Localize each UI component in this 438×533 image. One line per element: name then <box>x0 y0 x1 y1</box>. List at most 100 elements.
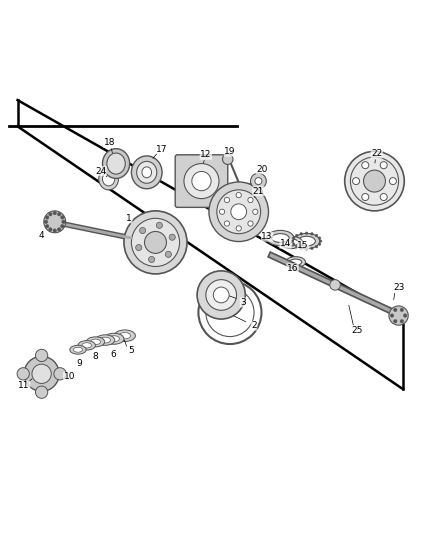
Circle shape <box>291 240 294 243</box>
Circle shape <box>319 240 322 243</box>
Circle shape <box>44 220 48 223</box>
Ellipse shape <box>131 156 162 189</box>
Ellipse shape <box>142 167 152 178</box>
Text: 12: 12 <box>200 150 212 159</box>
Circle shape <box>46 216 49 219</box>
Circle shape <box>305 232 308 235</box>
Text: 8: 8 <box>92 352 99 361</box>
Circle shape <box>131 219 180 266</box>
Circle shape <box>311 247 313 249</box>
Circle shape <box>35 349 48 361</box>
Circle shape <box>300 232 303 235</box>
Text: 19: 19 <box>224 147 236 156</box>
Ellipse shape <box>284 239 298 246</box>
Circle shape <box>315 245 318 248</box>
Circle shape <box>248 221 253 226</box>
Circle shape <box>241 183 263 205</box>
Circle shape <box>46 224 49 228</box>
Circle shape <box>389 177 396 184</box>
Circle shape <box>124 211 187 274</box>
Text: 9: 9 <box>77 359 83 368</box>
Circle shape <box>318 243 321 245</box>
Circle shape <box>300 247 303 249</box>
Ellipse shape <box>286 257 306 268</box>
Text: 23: 23 <box>393 283 404 292</box>
Circle shape <box>57 213 61 216</box>
Circle shape <box>400 319 404 323</box>
Circle shape <box>251 173 266 189</box>
Circle shape <box>380 161 387 168</box>
Ellipse shape <box>86 337 105 347</box>
Circle shape <box>292 237 295 239</box>
Ellipse shape <box>119 333 131 339</box>
Circle shape <box>17 368 29 380</box>
Text: 1: 1 <box>126 214 132 223</box>
Text: 22: 22 <box>371 149 382 158</box>
Circle shape <box>400 308 404 312</box>
Text: 5: 5 <box>128 346 134 355</box>
Ellipse shape <box>102 149 130 179</box>
Ellipse shape <box>293 233 320 249</box>
Circle shape <box>393 308 397 312</box>
Text: 10: 10 <box>64 373 75 382</box>
Text: 18: 18 <box>104 139 115 148</box>
Circle shape <box>315 234 318 237</box>
FancyBboxPatch shape <box>175 155 228 207</box>
Ellipse shape <box>104 333 124 344</box>
Circle shape <box>253 209 258 214</box>
Circle shape <box>236 192 241 198</box>
Text: 15: 15 <box>297 241 309 250</box>
Circle shape <box>255 177 262 184</box>
Ellipse shape <box>107 153 125 174</box>
Circle shape <box>156 222 162 229</box>
Circle shape <box>393 319 397 323</box>
Circle shape <box>224 221 230 226</box>
Circle shape <box>197 271 245 319</box>
Circle shape <box>223 154 233 165</box>
Text: 24: 24 <box>95 166 106 175</box>
Circle shape <box>231 204 247 220</box>
Ellipse shape <box>267 230 294 246</box>
Ellipse shape <box>100 337 110 343</box>
Circle shape <box>295 245 298 248</box>
Circle shape <box>362 193 369 200</box>
Circle shape <box>209 182 268 241</box>
Ellipse shape <box>90 339 101 345</box>
Circle shape <box>292 243 295 245</box>
Text: 25: 25 <box>351 326 363 335</box>
Text: 11: 11 <box>18 381 30 390</box>
Circle shape <box>305 248 308 251</box>
Circle shape <box>236 226 241 231</box>
Circle shape <box>60 216 64 219</box>
Circle shape <box>24 356 59 391</box>
Ellipse shape <box>74 347 82 352</box>
Text: 13: 13 <box>261 232 273 241</box>
Ellipse shape <box>82 343 92 348</box>
Text: 6: 6 <box>110 351 116 359</box>
Circle shape <box>60 224 64 228</box>
Circle shape <box>247 189 257 199</box>
Circle shape <box>330 280 340 290</box>
Text: 21: 21 <box>253 187 264 196</box>
Circle shape <box>206 280 237 310</box>
Text: 4: 4 <box>39 231 44 240</box>
Circle shape <box>140 228 146 233</box>
Circle shape <box>49 213 52 216</box>
Circle shape <box>362 161 369 168</box>
Circle shape <box>364 170 385 192</box>
Ellipse shape <box>298 236 315 246</box>
Circle shape <box>403 314 407 317</box>
Circle shape <box>136 245 142 251</box>
Ellipse shape <box>78 341 95 350</box>
Text: 3: 3 <box>240 298 246 307</box>
Circle shape <box>345 151 404 211</box>
Text: 17: 17 <box>156 144 168 154</box>
Circle shape <box>32 364 51 383</box>
Ellipse shape <box>290 259 302 265</box>
Text: 2: 2 <box>251 321 257 330</box>
Circle shape <box>213 287 229 303</box>
Circle shape <box>380 193 387 200</box>
Circle shape <box>217 190 261 233</box>
Circle shape <box>57 228 61 231</box>
Circle shape <box>311 232 313 235</box>
